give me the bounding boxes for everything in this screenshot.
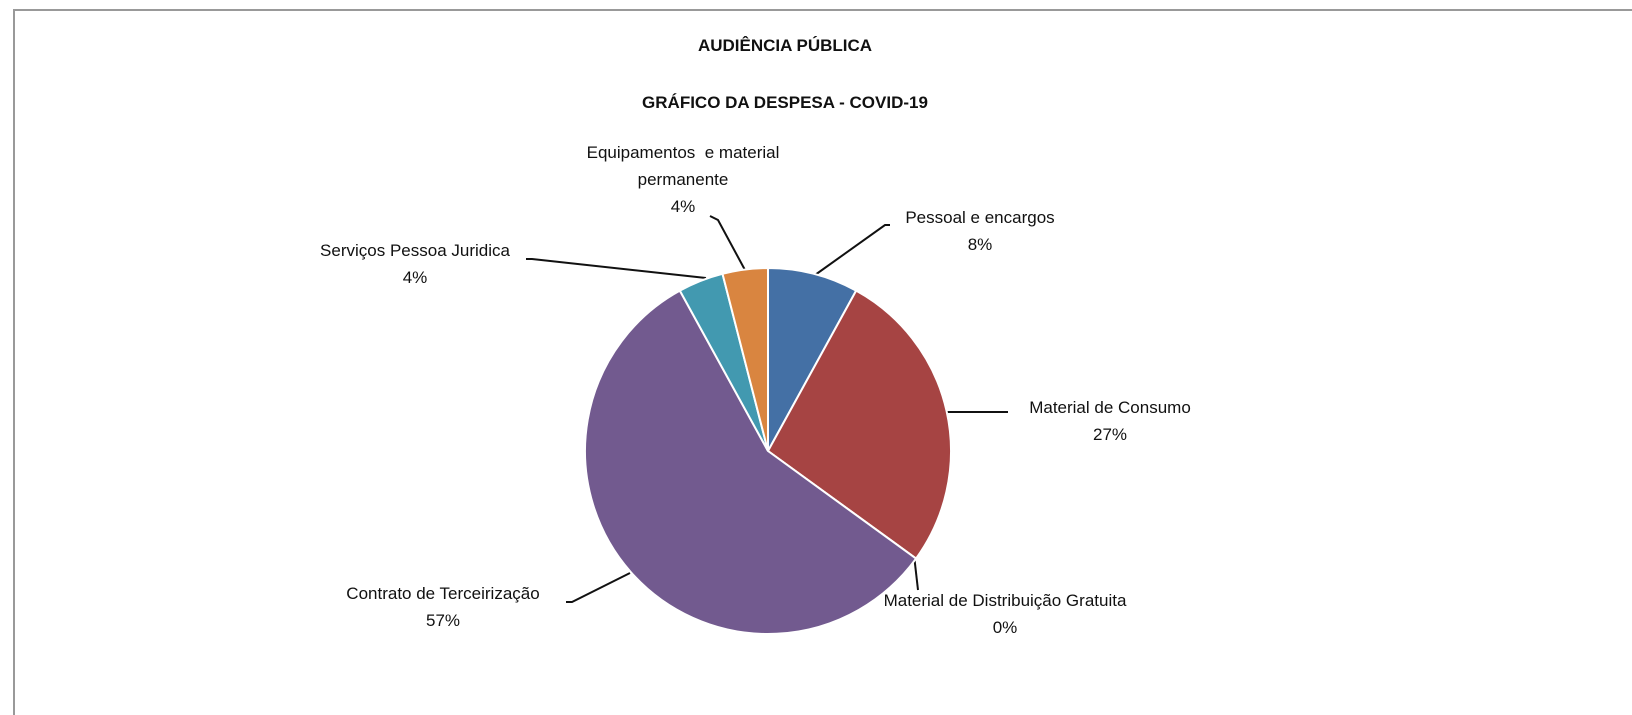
slice-label: Serviços Pessoa Juridica 4%	[275, 237, 555, 291]
pie-slice	[767, 266, 858, 452]
category-label: Equipamentos e material permanente	[586, 143, 785, 189]
leader-lines	[526, 215, 1008, 603]
slice-label: Contrato de Terceirização 57%	[303, 580, 583, 634]
pie-slice	[584, 289, 918, 635]
frame	[13, 9, 1632, 715]
value-label: 0%	[992, 618, 1018, 637]
slice-label: Material de Distribuição Gratuita 0%	[880, 587, 1130, 641]
slice-label: Equipamentos e material permanente 4%	[558, 139, 808, 220]
category-label: Material de Consumo	[1029, 398, 1191, 417]
value-label: 4%	[670, 197, 696, 216]
category-label: Contrato de Terceirização	[346, 584, 540, 603]
leader-line	[526, 258, 707, 279]
chart-subtitle: GRÁFICO DA DESPESA - COVID-19	[642, 93, 928, 112]
leader-line	[709, 215, 746, 271]
value-label: 4%	[402, 268, 428, 287]
slice-label: Material de Consumo 27%	[980, 394, 1240, 448]
chart-title: AUDIÊNCIA PÚBLICA	[697, 36, 873, 55]
category-label: Pessoal e encargos	[905, 208, 1055, 227]
slice-label: Pessoal e encargos 8%	[850, 204, 1110, 258]
value-label: 57%	[425, 611, 461, 630]
category-label: Material de Distribuição Gratuita	[883, 591, 1127, 610]
leader-line	[566, 572, 631, 603]
pie-slice	[721, 266, 769, 452]
category-label: Serviços Pessoa Juridica	[320, 241, 510, 260]
leader-line	[814, 224, 890, 276]
value-label: 27%	[1092, 425, 1128, 444]
pie-slice	[766, 289, 952, 560]
value-label: 8%	[967, 235, 993, 254]
